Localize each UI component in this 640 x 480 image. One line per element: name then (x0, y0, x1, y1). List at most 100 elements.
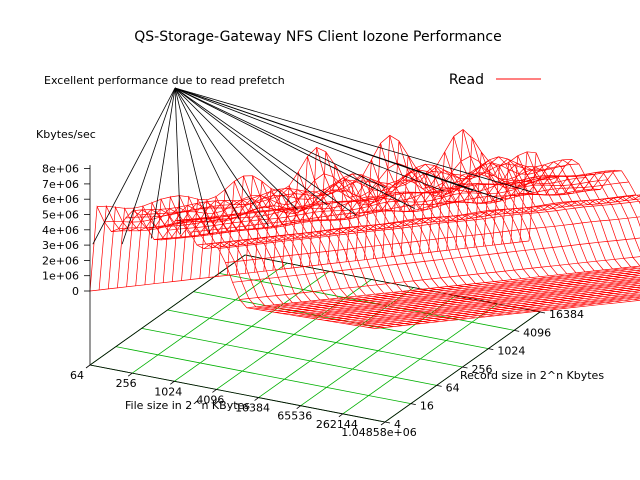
annotation-lines (92, 87, 532, 245)
x-tick-label: 1.04858e+06 (341, 426, 416, 439)
z-tick-label: 6e+06 (42, 193, 79, 206)
x-axis-label: File size in 2^n KBytes (125, 399, 250, 412)
x-tick (380, 421, 386, 426)
x-tick (338, 413, 344, 418)
z-tick-label: 0 (72, 285, 79, 298)
surface-line-record (409, 168, 640, 286)
surface-line-record (318, 151, 604, 305)
x-tick (254, 397, 259, 401)
surface-line-record (391, 140, 640, 291)
surface-line-record (272, 190, 558, 310)
surface-line-record (254, 181, 540, 312)
z-axis-label: Kbytes/sec (36, 128, 96, 141)
annotation-text: Excellent performance due to read prefet… (44, 74, 285, 87)
surface-line-record (290, 171, 577, 308)
y-tick-label: 16384 (549, 308, 584, 321)
annotation-arrow (174, 87, 357, 216)
y-tick-label: 4096 (523, 326, 551, 339)
surface-line-record (126, 206, 412, 325)
surface-line-record (245, 175, 531, 313)
grid-line-record (167, 309, 463, 368)
annotation-arrow (92, 87, 176, 245)
surface-line-record (482, 161, 640, 267)
surface-line-record (190, 197, 476, 319)
y-tick (410, 403, 416, 406)
annotation-arrow (174, 87, 211, 234)
surface-line-record (217, 189, 504, 316)
surface-line-record (364, 159, 640, 299)
surface-line-record (263, 187, 549, 311)
annotation-arrow (174, 87, 415, 209)
y-tick-label: 16 (420, 400, 434, 413)
annotation-arrow (174, 87, 532, 193)
surface-line-record (226, 181, 513, 315)
surface-line-record (446, 136, 640, 277)
y-tick (514, 329, 520, 332)
y-tick (539, 311, 546, 314)
x-tick-label: 1024 (154, 385, 182, 398)
surface-line-record (473, 151, 640, 269)
grid-line-record (219, 272, 515, 331)
surface-line-record (418, 173, 640, 284)
surface-line-record (501, 161, 640, 245)
x-tick (212, 389, 217, 393)
x-tick (127, 372, 133, 377)
x-tick (85, 364, 91, 369)
surface-line-record (345, 181, 632, 302)
y-tick-label: 1024 (497, 345, 525, 358)
surface-line-record (455, 129, 640, 274)
z-tick-label: 7e+06 (42, 178, 79, 191)
surface-line-record (519, 151, 640, 243)
x-tick-label: 256 (116, 377, 137, 390)
annotation-arrow (174, 87, 269, 227)
x-tick-label: 65536 (277, 410, 312, 423)
z-tick-label: 4e+06 (42, 224, 79, 237)
surface-line-record (208, 195, 494, 317)
surface-line-record (336, 176, 622, 303)
grid-line-record (115, 346, 411, 405)
annotation-arrow (174, 87, 298, 211)
x-tick-label: 64 (70, 369, 84, 382)
x-tick-label: 16384 (235, 402, 270, 415)
grid-line-record (141, 327, 437, 386)
annotation-arrow (174, 87, 445, 192)
surface-line-record (528, 152, 640, 242)
surface-line-record (89, 205, 376, 329)
surface-line-record (327, 164, 613, 304)
annotation-arrow (150, 87, 176, 239)
y-tick (462, 366, 468, 369)
annotation-arrow (174, 87, 240, 220)
surface-line-record (492, 165, 640, 253)
y-axis-label: Record size in 2^n Kbytes (460, 369, 604, 382)
z-tick-label: 3e+06 (42, 239, 79, 252)
x-tick (296, 405, 301, 410)
y-tick-label: 4 (394, 418, 401, 431)
surface-line-record (354, 174, 640, 301)
annotation-arrow (174, 87, 328, 206)
legend-entry-read: Read (449, 72, 484, 88)
z-tick-label: 2e+06 (42, 254, 79, 267)
surface-line-record (464, 137, 640, 272)
x-tick-label: 262144 (316, 418, 358, 431)
annotation-arrow (174, 87, 503, 201)
chart-title: QS-Storage-Gateway NFS Client Iozone Per… (134, 29, 501, 45)
surface-line-record (400, 155, 640, 289)
x-tick (170, 380, 175, 385)
annotation-arrow (121, 87, 176, 245)
z-tick-label: 5e+06 (42, 209, 79, 222)
z-tick-label: 8e+06 (42, 163, 79, 176)
axes: 0 1e+06 2e+06 3e+06 4e+06 5e+06 6e+06 7e+06 8e+0… (42, 163, 584, 439)
y-tick (384, 421, 391, 424)
read-surface (89, 129, 640, 329)
surface-line-record (510, 155, 640, 244)
surface-line-record (117, 207, 403, 326)
annotation-arrow (174, 87, 182, 234)
y-tick-label: 256 (472, 363, 493, 376)
y-tick (488, 348, 494, 351)
surface-line-record (281, 184, 568, 309)
z-tick-label: 1e+06 (42, 270, 79, 283)
annotation-arrow (174, 87, 386, 189)
surface-line-record (181, 195, 467, 320)
